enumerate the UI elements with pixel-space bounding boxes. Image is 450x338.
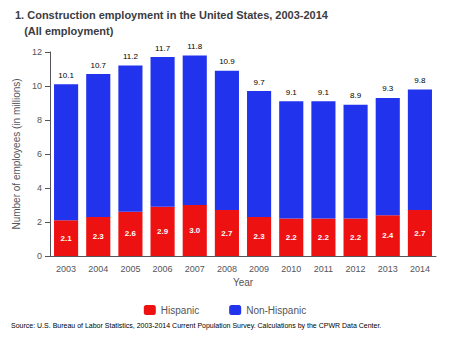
- svg-text:2009: 2009: [249, 264, 269, 274]
- svg-text:2008: 2008: [217, 264, 237, 274]
- svg-text:9.1: 9.1: [318, 88, 330, 97]
- svg-text:2005: 2005: [120, 264, 140, 274]
- svg-text:2011: 2011: [314, 264, 333, 274]
- svg-text:2.1: 2.1: [61, 234, 73, 243]
- svg-text:2.3: 2.3: [93, 232, 105, 241]
- svg-text:11.2: 11.2: [123, 52, 139, 61]
- svg-text:Source: U.S. Bureau of Labor S: Source: U.S. Bureau of Labor Statistics,…: [11, 322, 381, 330]
- svg-text:2010: 2010: [281, 264, 301, 274]
- svg-text:2: 2: [37, 217, 42, 227]
- svg-text:2.9: 2.9: [157, 227, 169, 236]
- svg-text:10.9: 10.9: [219, 57, 235, 66]
- svg-text:2.6: 2.6: [125, 229, 137, 238]
- svg-text:Non-Hispanic: Non-Hispanic: [246, 305, 306, 316]
- svg-text:Hispanic: Hispanic: [161, 305, 199, 316]
- svg-text:9.3: 9.3: [382, 84, 394, 93]
- svg-text:12: 12: [32, 47, 42, 57]
- svg-text:10.7: 10.7: [90, 61, 106, 70]
- svg-text:0: 0: [37, 251, 42, 261]
- svg-text:2.2: 2.2: [350, 233, 362, 242]
- svg-text:2012: 2012: [346, 264, 366, 274]
- svg-text:Year: Year: [233, 277, 254, 288]
- svg-text:(All employment): (All employment): [15, 25, 114, 37]
- svg-text:Number of employees (in millio: Number of employees (in millions): [11, 78, 22, 229]
- svg-text:2004: 2004: [88, 264, 108, 274]
- svg-text:2.2: 2.2: [286, 233, 298, 242]
- svg-text:9.7: 9.7: [254, 78, 266, 87]
- svg-text:2003: 2003: [56, 264, 76, 274]
- svg-text:2.2: 2.2: [318, 233, 330, 242]
- svg-text:11.7: 11.7: [155, 44, 171, 53]
- svg-text:2006: 2006: [153, 264, 173, 274]
- svg-text:2.7: 2.7: [221, 229, 233, 238]
- svg-text:8.9: 8.9: [350, 91, 362, 100]
- svg-text:2.7: 2.7: [414, 229, 426, 238]
- svg-text:2014: 2014: [410, 264, 430, 274]
- svg-text:9.8: 9.8: [414, 76, 426, 85]
- svg-text:1. Construction employment in: 1. Construction employment in the United…: [15, 9, 329, 21]
- svg-text:9.1: 9.1: [286, 88, 298, 97]
- svg-text:10: 10: [32, 81, 42, 91]
- svg-text:2013: 2013: [378, 264, 398, 274]
- svg-text:6: 6: [37, 149, 42, 159]
- svg-text:2.4: 2.4: [382, 231, 394, 240]
- svg-text:10.1: 10.1: [58, 71, 74, 80]
- svg-text:8: 8: [37, 115, 42, 125]
- svg-text:2007: 2007: [185, 264, 205, 274]
- svg-text:4: 4: [37, 183, 42, 193]
- svg-text:11.8: 11.8: [187, 42, 203, 51]
- svg-text:2.3: 2.3: [254, 232, 266, 241]
- svg-text:3.0: 3.0: [189, 226, 201, 235]
